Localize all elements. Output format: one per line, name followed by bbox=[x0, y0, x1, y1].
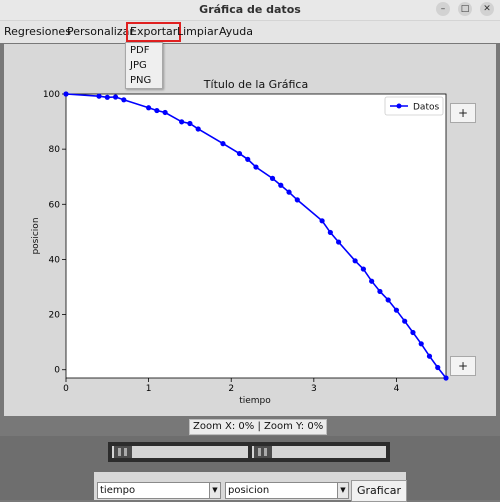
data-point bbox=[179, 119, 185, 125]
minimize-icon[interactable]: – bbox=[436, 2, 450, 16]
menu-limpiar[interactable]: Limpiar bbox=[177, 25, 219, 38]
data-point bbox=[402, 318, 408, 324]
x-tick-label: 1 bbox=[146, 384, 152, 394]
chart-title: Título de la Gráfica bbox=[203, 78, 308, 91]
y-tick-label: 100 bbox=[43, 90, 60, 100]
export-dropdown: PDF JPG PNG bbox=[125, 42, 163, 89]
x-tick-label: 0 bbox=[63, 384, 69, 394]
data-point bbox=[104, 94, 110, 100]
legend-marker bbox=[396, 103, 402, 109]
data-point bbox=[418, 341, 424, 347]
x-variable-select[interactable]: tiempo ▼ bbox=[97, 482, 221, 499]
data-point bbox=[146, 105, 152, 111]
x-tick-label: 3 bbox=[311, 384, 317, 394]
menu-regresiones[interactable]: Regresiones bbox=[4, 25, 71, 38]
y-tick-label: 60 bbox=[49, 200, 61, 210]
y-tick-label: 20 bbox=[49, 311, 61, 321]
data-point bbox=[360, 266, 366, 272]
menu-exportar[interactable]: Exportar bbox=[126, 22, 182, 42]
data-point bbox=[294, 197, 300, 203]
data-point bbox=[63, 91, 69, 97]
data-point bbox=[369, 278, 375, 284]
data-point bbox=[269, 175, 276, 181]
zoom-y-plus-button[interactable]: + bbox=[450, 103, 476, 123]
menu-ayuda[interactable]: Ayuda bbox=[219, 25, 253, 38]
y-variable-value: posicion bbox=[228, 485, 270, 496]
zoom-y-slider-handle[interactable] bbox=[254, 446, 272, 458]
data-point bbox=[195, 126, 201, 132]
data-point bbox=[278, 182, 284, 188]
legend-label: Datos bbox=[413, 103, 439, 113]
graficar-button[interactable]: Graficar bbox=[351, 480, 407, 502]
zoom-y-slider[interactable] bbox=[252, 446, 386, 458]
data-point bbox=[121, 97, 127, 103]
data-point bbox=[393, 307, 400, 313]
data-point bbox=[154, 107, 160, 114]
data-point bbox=[96, 93, 102, 99]
x-axis-label: tiempo bbox=[239, 396, 271, 406]
data-point bbox=[435, 364, 441, 371]
window-title: Gráfica de datos bbox=[199, 3, 301, 16]
legend-box bbox=[384, 96, 444, 116]
x-tick-label: 2 bbox=[228, 384, 234, 394]
close-icon[interactable]: ✕ bbox=[480, 2, 494, 16]
legend: Datos bbox=[384, 96, 444, 116]
data-point bbox=[336, 239, 342, 245]
title-bar: Gráfica de datos – □ ✕ bbox=[0, 0, 500, 21]
export-png-item[interactable]: PNG bbox=[130, 75, 152, 86]
menu-bar: Regresiones Personalizar Exportar Limpia… bbox=[0, 21, 500, 43]
zoom-status: Zoom X: 0% | Zoom Y: 0% bbox=[189, 419, 328, 435]
data-point bbox=[220, 141, 226, 147]
data-point bbox=[327, 229, 333, 236]
data-point bbox=[385, 297, 391, 303]
maximize-icon[interactable]: □ bbox=[458, 2, 472, 16]
data-point bbox=[352, 258, 358, 264]
export-pdf-item[interactable]: PDF bbox=[130, 45, 150, 56]
x-variable-value: tiempo bbox=[100, 485, 136, 496]
data-point bbox=[410, 329, 416, 336]
plot-frame bbox=[65, 93, 447, 379]
y-tick-label: 0 bbox=[54, 366, 60, 376]
data-point bbox=[377, 288, 383, 295]
data-point bbox=[187, 120, 193, 127]
zoom-x-plus-button[interactable]: + bbox=[450, 356, 476, 376]
data-point bbox=[245, 156, 251, 162]
menu-personalizar[interactable]: Personalizar bbox=[67, 25, 134, 38]
data-point bbox=[443, 375, 449, 381]
y-variable-select[interactable]: posicion ▼ bbox=[225, 482, 349, 499]
chevron-down-icon: ▼ bbox=[337, 483, 348, 498]
data-point bbox=[162, 109, 168, 116]
zoom-x-slider[interactable] bbox=[112, 446, 248, 458]
series-line bbox=[65, 93, 447, 379]
y-tick-label: 80 bbox=[49, 145, 61, 155]
y-axis-label: posicion bbox=[31, 217, 41, 254]
data-point bbox=[426, 353, 433, 359]
data-point bbox=[286, 189, 292, 195]
zoom-x-slider-handle[interactable] bbox=[114, 446, 132, 458]
x-tick-label: 4 bbox=[394, 384, 400, 394]
chevron-down-icon: ▼ bbox=[209, 483, 220, 498]
data-point bbox=[319, 218, 325, 224]
data-point bbox=[253, 164, 259, 170]
y-tick-label: 40 bbox=[49, 255, 61, 265]
data-point bbox=[112, 94, 119, 100]
data-point bbox=[236, 150, 243, 157]
export-jpg-item[interactable]: JPG bbox=[130, 60, 147, 71]
